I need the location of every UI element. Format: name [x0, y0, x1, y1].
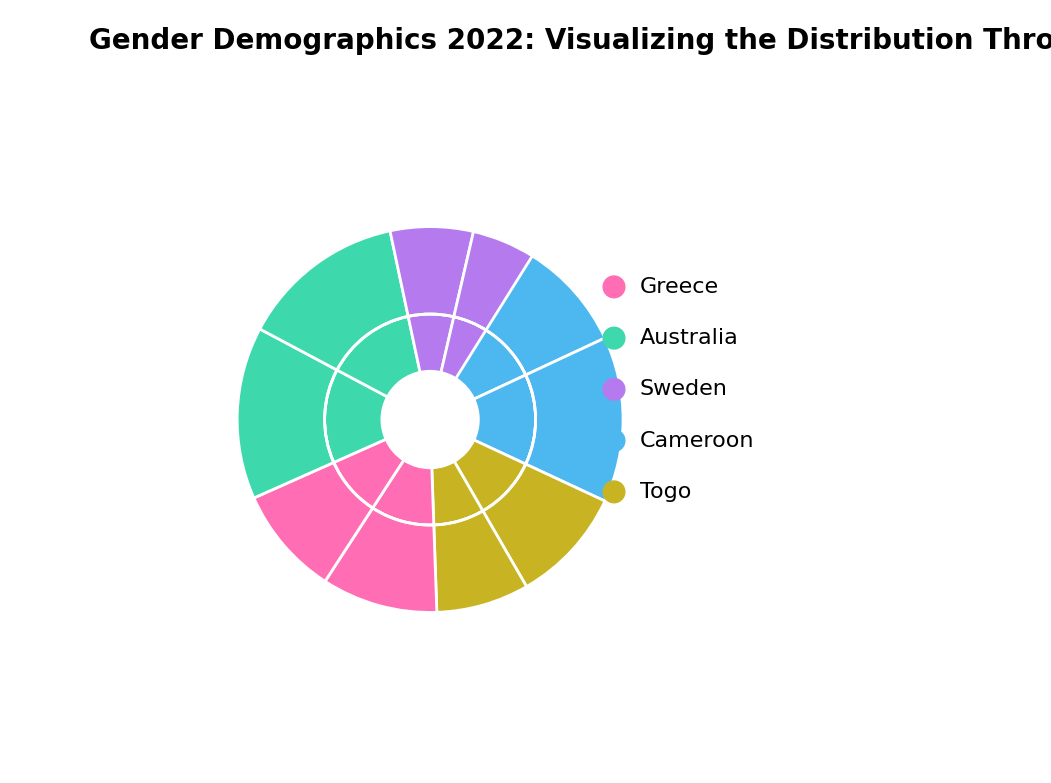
Wedge shape: [325, 508, 437, 612]
Wedge shape: [390, 226, 474, 317]
Wedge shape: [482, 464, 605, 586]
Wedge shape: [454, 440, 526, 511]
Text: Greece: Greece: [640, 277, 719, 297]
Wedge shape: [526, 338, 623, 501]
Circle shape: [603, 276, 625, 298]
Wedge shape: [325, 370, 388, 463]
Wedge shape: [474, 375, 536, 464]
Wedge shape: [441, 317, 486, 379]
Wedge shape: [238, 329, 337, 498]
Circle shape: [382, 371, 478, 467]
Wedge shape: [454, 232, 533, 330]
Text: Togo: Togo: [640, 482, 692, 502]
Text: Australia: Australia: [640, 328, 739, 348]
Wedge shape: [408, 314, 454, 373]
Circle shape: [603, 378, 625, 400]
Circle shape: [603, 481, 625, 503]
Text: Sweden: Sweden: [640, 380, 727, 399]
Wedge shape: [373, 460, 434, 525]
Circle shape: [603, 430, 625, 452]
Wedge shape: [337, 316, 420, 397]
Wedge shape: [430, 226, 605, 375]
Text: Gender Demographics 2022: Visualizing the Distribution Through Charts: Gender Demographics 2022: Visualizing th…: [89, 27, 1051, 56]
Wedge shape: [432, 461, 482, 525]
Wedge shape: [334, 439, 404, 508]
Wedge shape: [434, 511, 527, 612]
Wedge shape: [254, 463, 373, 581]
Wedge shape: [260, 231, 408, 370]
Circle shape: [603, 327, 625, 349]
Text: Cameroon: Cameroon: [640, 431, 755, 451]
Wedge shape: [430, 314, 526, 399]
